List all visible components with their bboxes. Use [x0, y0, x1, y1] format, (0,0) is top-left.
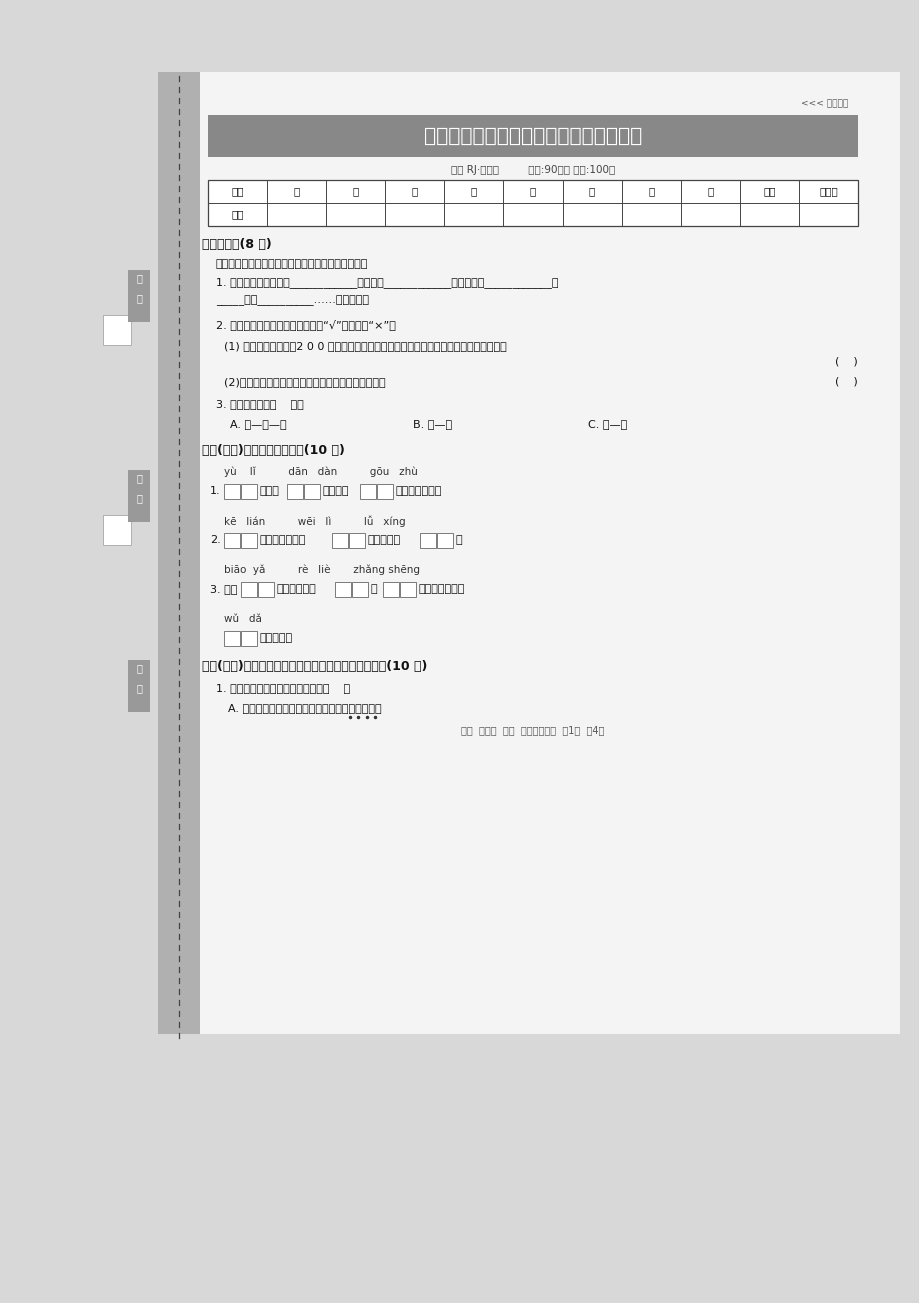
- Bar: [128, 470, 150, 523]
- Bar: [287, 483, 302, 499]
- Text: 3. 短文的结构是（    ）。: 3. 短文的结构是（ ）。: [216, 399, 303, 409]
- Text: 评卷人: 评卷人: [818, 186, 837, 197]
- Bar: [352, 582, 368, 597]
- Bar: [241, 533, 256, 549]
- Text: 题号: 题号: [231, 186, 244, 197]
- Text: 。: 。: [456, 536, 462, 545]
- Text: ，最后，被授予: ，最后，被授予: [418, 584, 465, 594]
- Bar: [382, 582, 399, 597]
- Text: 获得了观众的: 获得了观众的: [277, 584, 316, 594]
- Text: (1) 毛污苔的叶子上有2 0 0 多根小绒毛，小绒毛还能分泌出一种黏性很强、很甜的液体。: (1) 毛污苔的叶子上有2 0 0 多根小绒毛，小绒毛还能分泌出一种黏性很强、很…: [223, 341, 506, 351]
- Bar: [128, 270, 150, 322]
- Text: wǔ   dǎ: wǔ dǎ: [223, 614, 262, 624]
- Bar: [359, 483, 376, 499]
- Text: 学: 学: [136, 663, 142, 674]
- Bar: [241, 483, 256, 499]
- Text: _____，会__________……真奇妙啊！: _____，会__________……真奇妙啊！: [216, 296, 369, 306]
- Bar: [241, 631, 256, 646]
- Text: 三、(改编)把下面各题中正确选项的序号写在括号里。(10 分): 三、(改编)把下面各题中正确选项的序号写在括号里。(10 分): [202, 659, 427, 672]
- Text: 二、(改编)看拼音，写词语。(10 分): 二、(改编)看拼音，写词语。(10 分): [202, 443, 345, 456]
- Bar: [437, 533, 452, 549]
- Text: 一: 一: [293, 186, 300, 197]
- Text: 七: 七: [647, 186, 653, 197]
- Bar: [420, 533, 436, 549]
- Text: 1. 世界上的植物有的能____________，有的会____________，还有的会____________能: 1. 世界上的植物有的能____________，有的会____________…: [216, 278, 558, 288]
- Bar: [241, 582, 256, 597]
- Text: 3. 她的: 3. 她的: [210, 584, 237, 594]
- Text: 三: 三: [411, 186, 417, 197]
- Text: 八: 八: [707, 186, 712, 197]
- Text: yù    lǐ          dān   dàn          gōu   zhù: yù lǐ dān dàn gōu zhù: [223, 466, 417, 477]
- Text: 进行了一次: 进行了一次: [368, 536, 401, 545]
- Bar: [208, 115, 857, 156]
- Text: 2.: 2.: [210, 536, 221, 545]
- Text: 班: 班: [136, 473, 142, 483]
- Bar: [158, 72, 199, 1035]
- Text: A. 总—分—总: A. 总—分—总: [230, 420, 287, 429]
- Bar: [158, 72, 899, 1035]
- Text: 级: 级: [136, 493, 142, 503]
- Bar: [208, 180, 857, 225]
- Bar: [223, 631, 240, 646]
- Bar: [377, 483, 392, 499]
- Text: <<< 超凡制版: <<< 超凡制版: [800, 99, 847, 108]
- Text: 六: 六: [588, 186, 595, 197]
- Bar: [348, 533, 365, 549]
- Text: 1. 下列加点词沿使用错误的一项是（    ）: 1. 下列加点词沿使用错误的一项是（ ）: [216, 683, 350, 693]
- Bar: [400, 582, 415, 597]
- Text: kē   lián          wēi   lì          lǚ   xíng: kē lián wēi lì lǚ xíng: [223, 515, 405, 526]
- Bar: [223, 533, 240, 549]
- Text: 郑州市上街区第一学期期末学业水平测试: 郑州市上街区第一学期期末学业水平测试: [424, 126, 641, 146]
- Text: 语文  三年级  上册  郑州市上街区  第1页  关4页: 语文 三年级 上册 郑州市上街区 第1页 关4页: [460, 724, 604, 735]
- Text: 二: 二: [352, 186, 358, 197]
- Text: 散发出: 散发出: [260, 486, 279, 496]
- Text: biāo  yǎ          rè   liè       zhǎng shēng: biāo yǎ rè liè zhǎng shēng: [223, 564, 420, 575]
- Text: A. 每次看到他的时候，他都是一本正经地看着书。: A. 每次看到他的时候，他都是一本正经地看着书。: [228, 704, 381, 713]
- Bar: [103, 315, 130, 345]
- Text: 一、听力。(8 分): 一、听力。(8 分): [202, 237, 271, 250]
- Bar: [335, 582, 351, 597]
- Text: 的小蝙蛀在牛的: 的小蝙蛀在牛的: [260, 536, 306, 545]
- Text: 了小朋友的脚。: 了小朋友的脚。: [395, 486, 442, 496]
- Text: 2. 根据短文内容进行判断，对的打“√”，错的打“×”。: 2. 根据短文内容进行判断，对的打“√”，错的打“×”。: [216, 319, 395, 331]
- Text: 五: 五: [529, 186, 536, 197]
- Text: C. 分—总: C. 分—总: [587, 420, 627, 429]
- Bar: [303, 483, 320, 499]
- Bar: [332, 533, 347, 549]
- Text: 总分: 总分: [762, 186, 775, 197]
- Text: 力: 力: [136, 293, 142, 304]
- Text: (    ): ( ): [834, 377, 857, 387]
- Text: 号: 号: [136, 683, 142, 693]
- Text: 得分: 得分: [231, 210, 244, 219]
- Text: 先看下面要求，再认真听阅读材料，完成以下习题。: 先看下面要求，再认真听阅读材料，完成以下习题。: [216, 259, 368, 268]
- Text: 的: 的: [370, 584, 377, 594]
- Text: 1.: 1.: [210, 486, 221, 496]
- Bar: [257, 582, 274, 597]
- Text: 的香味，: 的香味，: [323, 486, 349, 496]
- Text: 类一等奖。: 类一等奖。: [260, 633, 293, 642]
- Text: (2)没听过音乐的水稺要比听过音乐的水稺长得茂盛。: (2)没听过音乐的水稺要比听过音乐的水稺长得茂盛。: [223, 377, 385, 387]
- Bar: [223, 483, 240, 499]
- Text: B. 总—分: B. 总—分: [413, 420, 451, 429]
- Bar: [128, 661, 150, 711]
- Text: 听: 听: [136, 274, 142, 283]
- Text: (    ): ( ): [834, 357, 857, 367]
- Text: 四: 四: [471, 186, 477, 197]
- Text: 语文 RJ·三年级         时间:90分钟 分数:100分: 语文 RJ·三年级 时间:90分钟 分数:100分: [450, 165, 615, 175]
- Bar: [103, 515, 130, 545]
